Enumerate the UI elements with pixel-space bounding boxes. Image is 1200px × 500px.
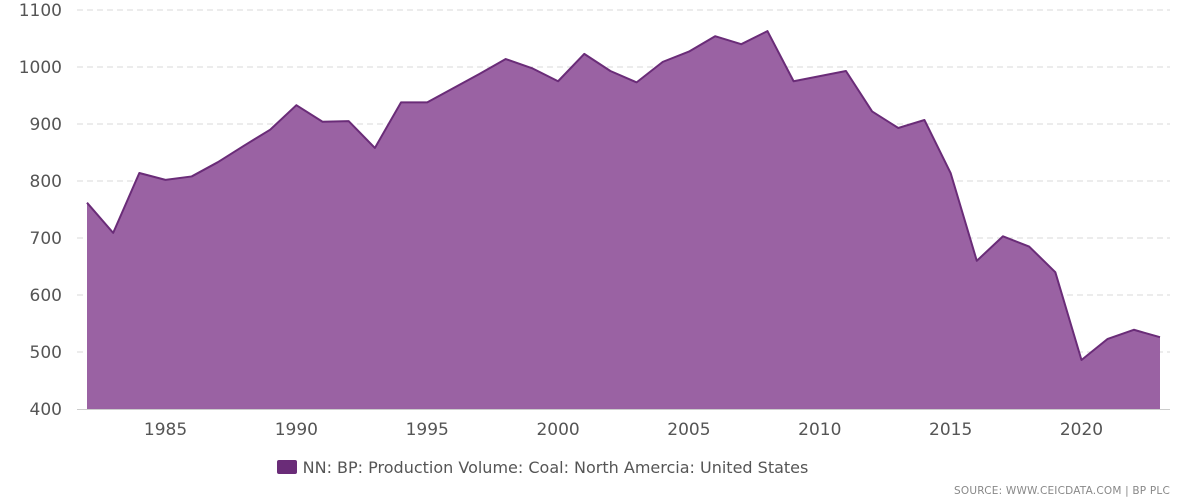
data-point[interactable] xyxy=(503,56,509,62)
x-tick-label: 1995 xyxy=(406,420,449,440)
data-point[interactable] xyxy=(163,177,169,183)
legend[interactable]: NN: BP: Production Volume: Coal: North A… xyxy=(0,458,1085,477)
data-point[interactable] xyxy=(110,230,116,236)
y-tick-label: 1000 xyxy=(19,58,62,78)
y-tick-label: 600 xyxy=(30,286,62,306)
data-point[interactable] xyxy=(424,99,430,105)
series-line xyxy=(86,30,1161,361)
legend-label: NN: BP: Production Volume: Coal: North A… xyxy=(302,458,809,477)
data-point[interactable] xyxy=(921,117,927,123)
data-point[interactable] xyxy=(1052,269,1058,275)
y-tick-label: 1100 xyxy=(19,1,62,21)
y-tick-label: 500 xyxy=(30,343,62,363)
y-tick-label: 900 xyxy=(30,115,62,135)
data-point[interactable] xyxy=(477,71,483,77)
data-point[interactable] xyxy=(84,200,90,206)
data-point[interactable] xyxy=(791,78,797,84)
x-tick-label: 2020 xyxy=(1060,420,1103,440)
data-point[interactable] xyxy=(712,33,718,39)
data-point[interactable] xyxy=(686,49,692,55)
data-point[interactable] xyxy=(895,125,901,131)
y-tick-label: 400 xyxy=(30,400,62,420)
x-axis: 1985 1990 1995 2000 2005 2010 2015 2020 xyxy=(77,409,1170,440)
data-point[interactable] xyxy=(738,41,744,47)
data-point[interactable] xyxy=(869,108,875,114)
data-point[interactable] xyxy=(293,102,299,108)
data-point[interactable] xyxy=(764,28,770,34)
data-point[interactable] xyxy=(241,143,247,149)
data-point[interactable] xyxy=(817,73,823,79)
data-point[interactable] xyxy=(398,99,404,105)
data-point[interactable] xyxy=(974,258,980,264)
area-series xyxy=(84,28,1163,410)
data-point[interactable] xyxy=(843,68,849,74)
x-tick-label: 2000 xyxy=(536,420,579,440)
y-tick-label: 800 xyxy=(30,172,62,192)
x-tick-label: 2015 xyxy=(929,420,972,440)
data-point[interactable] xyxy=(320,119,326,125)
data-point[interactable] xyxy=(1105,336,1111,342)
area-fill xyxy=(87,31,1160,410)
data-point[interactable] xyxy=(634,79,640,85)
x-tick-label: 2005 xyxy=(667,420,710,440)
data-point[interactable] xyxy=(215,159,221,165)
data-point[interactable] xyxy=(450,85,456,91)
data-point[interactable] xyxy=(267,127,273,133)
legend-swatch-icon xyxy=(276,460,297,474)
data-point[interactable] xyxy=(660,59,666,65)
y-tick-label: 700 xyxy=(30,229,62,249)
x-tick-label: 1985 xyxy=(144,420,187,440)
data-point[interactable] xyxy=(1026,244,1032,250)
data-point[interactable] xyxy=(581,51,587,57)
x-tick-label: 2010 xyxy=(798,420,841,440)
data-point[interactable] xyxy=(189,173,195,179)
data-point[interactable] xyxy=(555,78,561,84)
data-point[interactable] xyxy=(1157,334,1163,340)
data-point[interactable] xyxy=(1000,233,1006,239)
x-tick-label: 1990 xyxy=(275,420,318,440)
data-point[interactable] xyxy=(948,170,954,176)
data-point[interactable] xyxy=(136,170,142,176)
data-point[interactable] xyxy=(346,118,352,124)
source-credit: SOURCE: WWW.CEICDATA.COM | BP PLC xyxy=(954,485,1170,497)
data-point[interactable] xyxy=(372,145,378,151)
data-point[interactable] xyxy=(529,65,535,71)
data-point[interactable] xyxy=(607,68,613,74)
data-point[interactable] xyxy=(1131,327,1137,333)
y-axis: 400 500 600 700 800 900 1000 1100 xyxy=(19,1,62,420)
data-point[interactable] xyxy=(1078,357,1084,363)
